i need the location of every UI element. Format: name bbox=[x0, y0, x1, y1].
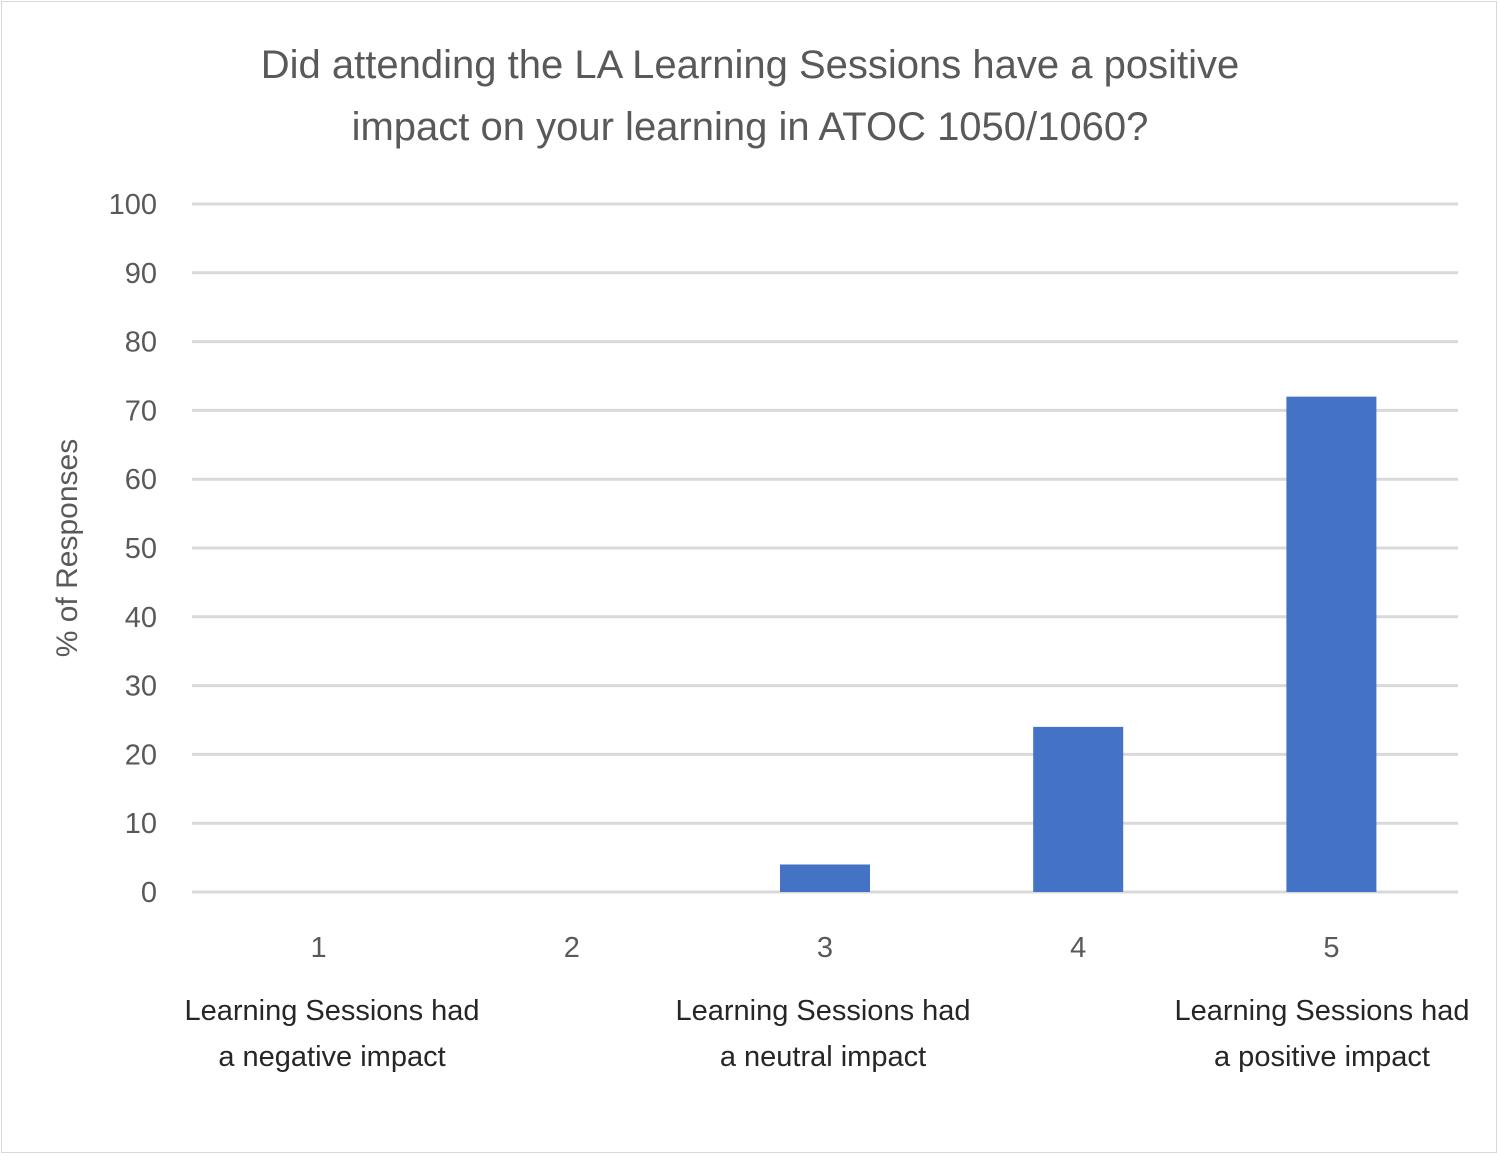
x-tick-label-3: 3 bbox=[817, 932, 833, 964]
category-description-5: Learning Sessions had a positive impact bbox=[1174, 995, 1470, 1073]
bar-5 bbox=[1286, 396, 1377, 892]
y-tick-label-30: 30 bbox=[125, 671, 157, 703]
y-tick-label-80: 80 bbox=[125, 327, 157, 359]
bar-4 bbox=[1033, 726, 1124, 892]
x-tick-label-5: 5 bbox=[1323, 932, 1339, 964]
y-tick-label-10: 10 bbox=[125, 808, 157, 840]
category-description-1: Learning Sessions had a negative impact bbox=[184, 995, 480, 1073]
y-tick-label-40: 40 bbox=[125, 602, 157, 634]
y-tick-label-90: 90 bbox=[125, 258, 157, 290]
y-tick-labels: 0 10 20 30 40 50 60 70 80 90 100 bbox=[109, 189, 157, 909]
x-tick-label-1: 1 bbox=[311, 932, 327, 964]
bar-3 bbox=[780, 864, 870, 892]
bars bbox=[780, 396, 1377, 892]
y-tick-label-0: 0 bbox=[141, 877, 157, 909]
x-tick-label-2: 2 bbox=[564, 932, 580, 964]
x-tick-labels: 1 2 3 4 5 bbox=[311, 932, 1340, 964]
y-tick-label-50: 50 bbox=[125, 533, 157, 565]
x-tick-label-4: 4 bbox=[1070, 932, 1086, 964]
category-description-3: Learning Sessions had a neutral impact bbox=[675, 995, 971, 1073]
y-tick-label-100: 100 bbox=[109, 189, 157, 221]
y-tick-label-70: 70 bbox=[125, 395, 157, 427]
gridlines bbox=[192, 202, 1458, 894]
y-tick-label-60: 60 bbox=[125, 464, 157, 496]
y-tick-label-20: 20 bbox=[125, 739, 157, 771]
chart-title: Did attending the LA Learning Sessions h… bbox=[260, 43, 1240, 149]
